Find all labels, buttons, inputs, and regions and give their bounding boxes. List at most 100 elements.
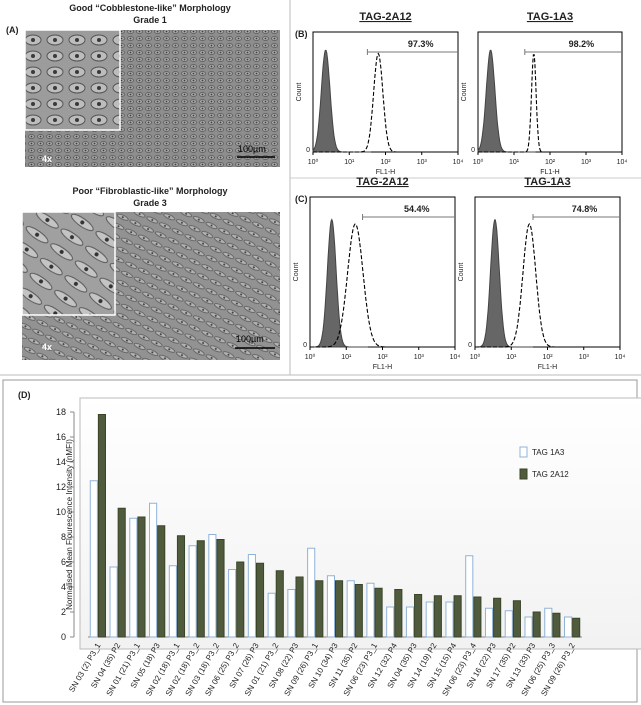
bar — [524, 616, 533, 638]
bar — [176, 535, 186, 638]
bar — [504, 610, 513, 638]
bar — [188, 545, 197, 638]
bar — [216, 539, 225, 638]
y-axis-label: Count — [461, 83, 468, 102]
bar — [374, 587, 383, 638]
bar — [532, 611, 541, 638]
bar — [445, 601, 454, 638]
bar — [109, 566, 118, 638]
bar — [414, 594, 423, 638]
legend-label: TAG 2A12 — [532, 470, 569, 479]
y-axis-label: Count — [458, 263, 465, 282]
x-tick-label: 10³ — [581, 159, 592, 166]
bar — [425, 601, 434, 638]
bar — [346, 580, 355, 638]
bar — [552, 612, 561, 638]
x-axis-label: FL1-H — [538, 364, 557, 371]
panel-label: (D) — [18, 390, 31, 400]
panel-label: (C) — [295, 194, 308, 204]
x-tick-label: 10² — [545, 159, 556, 166]
bar — [366, 582, 375, 638]
control-histogram — [312, 49, 371, 153]
bar — [255, 562, 265, 638]
y-tick-label: 12 — [56, 482, 66, 492]
plot-frame — [312, 31, 459, 153]
bar — [493, 597, 502, 638]
bar — [544, 607, 553, 638]
y-tick-label: 6 — [61, 557, 66, 567]
bar — [433, 595, 442, 638]
bar — [275, 570, 284, 638]
bar — [484, 607, 494, 638]
bar — [465, 555, 474, 638]
y-tick-label: 16 — [56, 432, 66, 442]
y-tick-label: 18 — [56, 407, 66, 417]
x-tick-label: 10² — [380, 159, 391, 166]
x-tick-label: 10⁰ — [308, 158, 319, 166]
panel-label: (A) — [6, 25, 19, 35]
legend-swatch — [519, 468, 528, 480]
y-axis-label: Count — [293, 263, 300, 282]
x-axis-label: FL1-H — [373, 364, 392, 371]
y-tick-label: 8 — [61, 532, 66, 542]
x-tick-label: 10³ — [414, 354, 425, 361]
micrograph-inset — [24, 29, 121, 131]
bar — [89, 480, 98, 638]
legend-label: TAG 1A3 — [532, 448, 565, 457]
bar — [129, 517, 138, 638]
x-tick-label: 10⁴ — [453, 159, 464, 166]
scale-label: 100µm — [238, 144, 266, 154]
bar — [453, 595, 462, 638]
y-tick-label: 10 — [56, 507, 66, 517]
x-tick-label: 10⁴ — [617, 159, 628, 166]
y-tick-label: 2 — [61, 607, 66, 617]
y-tick-label: 0 — [471, 147, 475, 154]
x-tick-label: 10² — [542, 354, 553, 361]
image-title: Good “Cobblestone-like” Morphology — [69, 3, 231, 13]
control-histogram — [310, 218, 368, 348]
plot-title: TAG-1A3 — [527, 11, 573, 23]
bar — [208, 534, 217, 638]
bar — [228, 569, 237, 638]
plot-title: TAG-2A12 — [359, 11, 411, 23]
plot-title: TAG-2A12 — [356, 176, 408, 188]
x-tick-label: 10¹ — [341, 354, 352, 361]
bar — [157, 525, 166, 638]
stained-histogram — [478, 54, 593, 153]
scale-label: 100µm — [236, 334, 264, 344]
bar — [354, 584, 363, 638]
bar — [307, 547, 316, 638]
bar — [196, 540, 205, 638]
image-grade: Grade 1 — [133, 15, 167, 25]
y-tick-label: 0 — [306, 147, 310, 154]
x-tick-label: 10¹ — [509, 159, 520, 166]
x-tick-label: 10⁴ — [450, 354, 461, 361]
control-histogram — [477, 49, 536, 153]
y-axis-label: Count — [296, 83, 303, 102]
plot-frame — [477, 31, 623, 153]
bar — [287, 589, 296, 638]
bar — [295, 576, 304, 638]
bar — [97, 414, 106, 638]
bar — [326, 575, 336, 638]
x-tick-label: 10³ — [417, 159, 428, 166]
bar — [572, 617, 581, 638]
gate-percent: 74.8% — [572, 204, 598, 214]
bar — [405, 606, 415, 638]
stained-histogram — [313, 52, 429, 153]
bar — [564, 616, 573, 638]
x-tick-label: 10⁰ — [305, 353, 316, 361]
bar — [335, 580, 344, 638]
bar — [473, 596, 482, 638]
micrograph-inset — [21, 211, 116, 316]
y-tick-label: 0 — [468, 342, 472, 349]
x-tick-label: 10⁴ — [615, 354, 626, 361]
bar — [394, 589, 403, 638]
gate-percent: 97.3% — [408, 39, 434, 49]
x-tick-label: 10³ — [579, 354, 590, 361]
y-axis-label: Normalised Mean Flourescence Intensity (… — [65, 439, 74, 610]
control-histogram — [475, 219, 533, 348]
gate-percent: 98.2% — [569, 39, 595, 49]
magnification: 4x — [42, 154, 52, 164]
